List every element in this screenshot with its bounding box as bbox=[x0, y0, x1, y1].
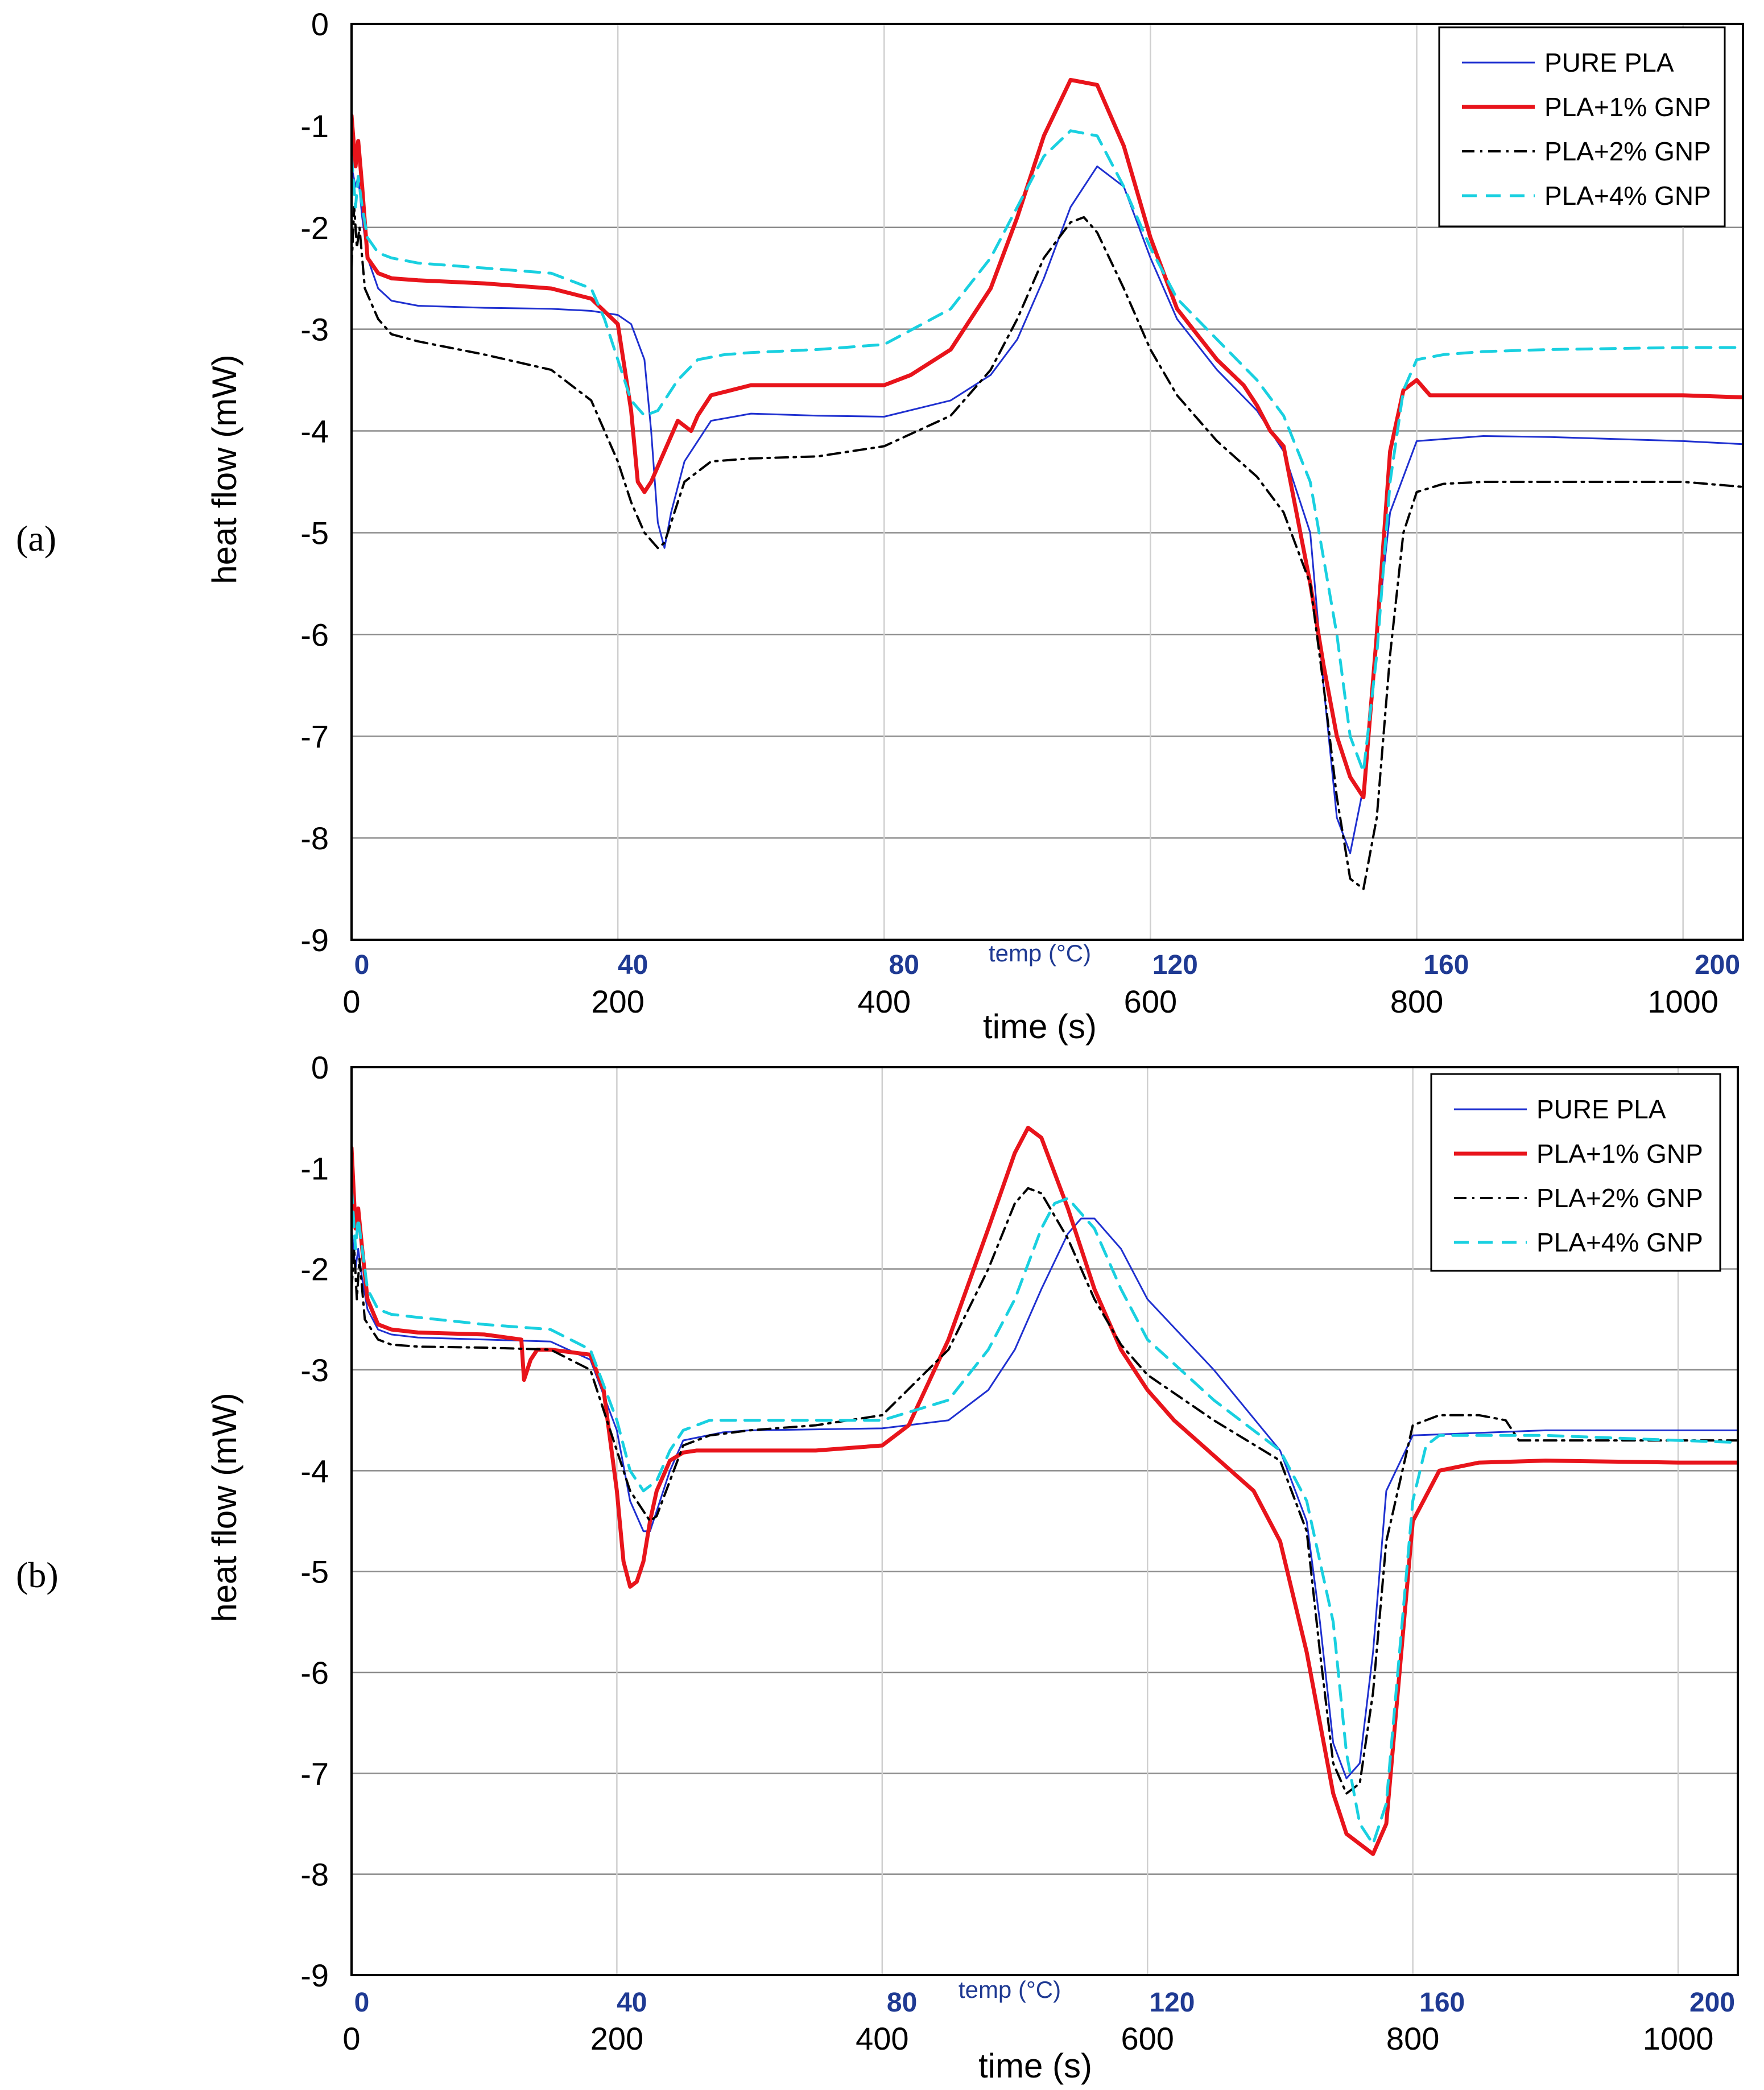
panel-a-y-axis-title: heat flow (mW) bbox=[205, 354, 243, 584]
panel-a-temp-tick-label: 200 bbox=[1695, 950, 1740, 980]
panel-b-temp-tick-label: 160 bbox=[1419, 1988, 1465, 2018]
panel-b-plot-frame bbox=[350, 1066, 1739, 1976]
panel-a-temp-tick-label: 160 bbox=[1423, 950, 1469, 980]
panel-a-y-tick-label: -7 bbox=[300, 718, 329, 754]
panel-a-y-tick-label: -2 bbox=[300, 210, 329, 246]
panel-b-temp-tick-label: 0 bbox=[354, 1988, 370, 2018]
panel-a-series-line-1 bbox=[352, 165, 1743, 854]
panel-a-y-tick-label: 0 bbox=[311, 6, 329, 42]
panel-b-temp-axis-label: temp (°C) bbox=[959, 1976, 1061, 2003]
panel-b-legend-label: PLA+4% GNP bbox=[1536, 1228, 1703, 1257]
panel-a-y-tick-labels: 0 -1 -2 -3 -4 -5 -6 -7 -8 -9 bbox=[300, 6, 329, 958]
panel-b-temp-tick-label: 80 bbox=[887, 1988, 917, 2018]
panel-b-legend-label: PLA+1% GNP bbox=[1536, 1139, 1703, 1168]
panel-a-y-tick-label: -3 bbox=[300, 312, 329, 348]
panel-a-legend-label: PURE PLA bbox=[1544, 48, 1674, 77]
panel-b-series-line-1 bbox=[352, 1217, 1738, 1779]
panel-b-y-tick-label: -4 bbox=[300, 1453, 329, 1489]
panel-a-y-tick-label: -9 bbox=[300, 922, 329, 958]
panel-a-legend-box bbox=[1438, 26, 1726, 228]
panel-a-label: (a) bbox=[16, 518, 56, 559]
panel-b-temp-tick-label: 120 bbox=[1149, 1988, 1195, 2018]
panel-b-temp-tick-labels: 0 40 80 120 160 200 bbox=[354, 1988, 1735, 2018]
panel-b-y-tick-label: 0 bbox=[311, 1050, 329, 1085]
panel-a-y-tick-label: -1 bbox=[300, 108, 329, 144]
panel-b-temp-tick-label: 40 bbox=[617, 1988, 647, 2018]
panel-b-y-tick-label: -3 bbox=[300, 1352, 329, 1388]
panel-a-y-tick-label: -5 bbox=[300, 515, 329, 551]
panel-b-horizontal-gridlines bbox=[352, 1268, 1738, 1875]
panel-a-temp-tick-label: 80 bbox=[889, 950, 919, 980]
panel-a-temp-tick-label: 0 bbox=[354, 950, 370, 980]
panel-a-temp-tick-labels: 0 40 80 120 160 200 bbox=[354, 950, 1740, 980]
panel-b-y-tick-label: -8 bbox=[300, 1857, 329, 1893]
panel-b-x-tick-label: 600 bbox=[1121, 2021, 1174, 2056]
panel-a-x-tick-label: 1000 bbox=[1647, 984, 1718, 1019]
panel-b-y-axis-title: heat flow (mW) bbox=[205, 1393, 243, 1622]
panel-a-x-tick-label: 600 bbox=[1124, 984, 1177, 1019]
panel-a-series-line-3 bbox=[352, 206, 1743, 890]
panel-a-x-tick-label: 0 bbox=[342, 984, 360, 1019]
panel-a-temp-axis-label: temp (°C) bbox=[989, 940, 1091, 966]
panel-a-x-tick-label: 400 bbox=[858, 984, 911, 1019]
panel-b-label: (b) bbox=[16, 1555, 59, 1595]
panel-b-legend-label: PURE PLA bbox=[1536, 1094, 1666, 1124]
panel-b-x-tick-label: 400 bbox=[856, 2021, 908, 2056]
panel-b-x-tick-label: 0 bbox=[342, 2021, 360, 2056]
panel-a-x-tick-labels: 0 200 400 600 800 1000 bbox=[342, 984, 1718, 1019]
panel-a-x-tick-label: 200 bbox=[591, 984, 644, 1019]
panel-b-series bbox=[352, 1125, 1738, 1856]
panel-b-x-axis-title: time (s) bbox=[978, 2047, 1092, 2085]
panel-a-legend-label: PLA+2% GNP bbox=[1544, 137, 1711, 166]
panel-b-series-line-4 bbox=[352, 1187, 1738, 1845]
panel-b-y-tick-label: -1 bbox=[300, 1150, 329, 1186]
panel-a-series-line-4 bbox=[352, 129, 1743, 774]
panel-a-legend-label: PLA+4% GNP bbox=[1544, 181, 1711, 210]
panel-b-series-line-2 bbox=[352, 1125, 1738, 1856]
panel-a-y-tick-label: -4 bbox=[300, 414, 329, 449]
panel-a-horizontal-gridlines bbox=[352, 226, 1743, 839]
panel-b-legend: PURE PLA PLA+1% GNP PLA+2% GNP PLA+4% GNP bbox=[1430, 1073, 1721, 1272]
panel-b-x-tick-label: 200 bbox=[590, 2021, 643, 2056]
panel-b-y-tick-label: -9 bbox=[300, 1957, 329, 1993]
panel-b-y-tick-label: -7 bbox=[300, 1756, 329, 1791]
panel-a-legend-label: PLA+1% GNP bbox=[1544, 92, 1711, 122]
panel-a-temp-tick-label: 120 bbox=[1152, 950, 1198, 980]
panel-a-temp-tick-label: 40 bbox=[618, 950, 648, 980]
panel-b-temp-tick-label: 200 bbox=[1689, 1988, 1735, 2018]
panel-a: (a) heat flow (mW) time (s) temp (°C) 0-… bbox=[16, 6, 1744, 1046]
panel-b-y-tick-label: -6 bbox=[300, 1655, 329, 1691]
panel-a-legend: PURE PLA PLA+1% GNP PLA+2% GNP PLA+4% GNP bbox=[1438, 26, 1726, 228]
panel-a-series bbox=[352, 77, 1743, 890]
panel-a-series-line-2 bbox=[352, 77, 1743, 800]
panel-a-x-tick-label: 800 bbox=[1390, 984, 1443, 1019]
panel-a-plot-frame bbox=[350, 23, 1744, 941]
panel-a-x-axis-title: time (s) bbox=[983, 1007, 1097, 1046]
panel-b-legend-box bbox=[1430, 1073, 1721, 1272]
panel-b-x-tick-labels: 0 200 400 600 800 1000 bbox=[342, 2021, 1713, 2056]
panel-b-x-tick-label: 1000 bbox=[1643, 2021, 1714, 2056]
panel-a-y-tick-label: -8 bbox=[300, 820, 329, 856]
panel-b-y-tick-labels: 0 -1 -2 -3 -4 -5 -6 -7 -8 -9 bbox=[300, 1050, 329, 1993]
panel-a-y-tick-label: -6 bbox=[300, 617, 329, 652]
panel-b: (b) heat flow (mW) time (s) temp (°C) 0-… bbox=[16, 1050, 1739, 2085]
panel-b-y-tick-label: -5 bbox=[300, 1554, 329, 1590]
panel-b-x-tick-label: 800 bbox=[1386, 2021, 1439, 2056]
panel-b-series-line-3 bbox=[352, 1187, 1738, 1795]
panel-b-legend-label: PLA+2% GNP bbox=[1536, 1183, 1703, 1213]
panel-b-y-tick-label: -2 bbox=[300, 1251, 329, 1287]
